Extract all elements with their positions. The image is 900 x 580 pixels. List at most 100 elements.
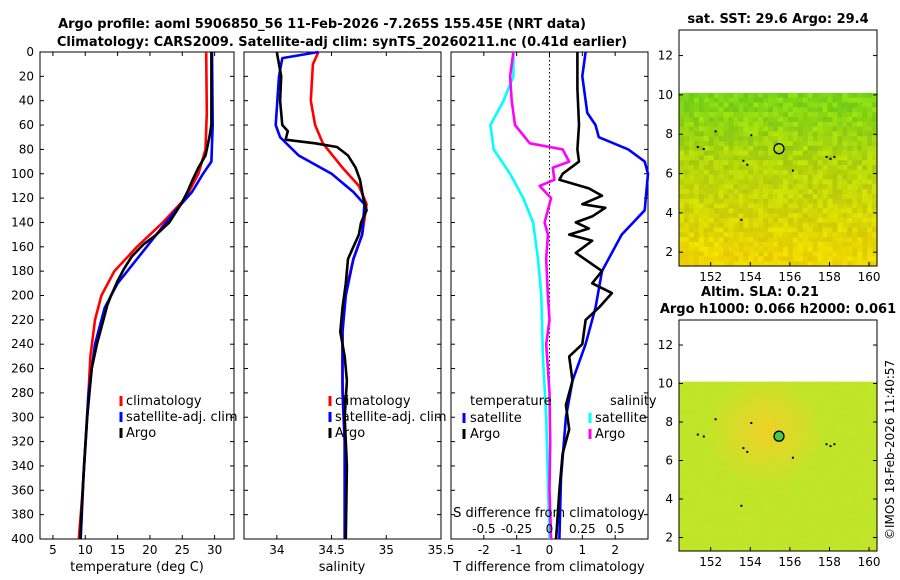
sla-map-cell xyxy=(723,438,730,444)
sst-map-cell xyxy=(822,169,829,176)
sst-map-cell xyxy=(822,92,829,99)
sst-map-cell xyxy=(797,237,804,243)
sst-map-cell xyxy=(778,97,784,104)
sla-map-cell xyxy=(698,527,705,533)
sla-map-cell xyxy=(768,409,774,416)
sst-map-cell xyxy=(862,160,868,166)
sst-map-cell xyxy=(703,184,710,190)
sst-map-cell xyxy=(787,241,794,248)
sst-map-cell xyxy=(698,227,705,233)
sla-map-cell xyxy=(698,536,705,543)
sst-map-cell xyxy=(837,193,843,200)
sla-map-cell xyxy=(703,494,710,500)
sla-map-cell xyxy=(802,503,809,510)
sst-map-cell xyxy=(748,155,754,161)
sst-map-cell xyxy=(679,112,685,118)
sla-map-cell xyxy=(782,480,789,486)
sla-map-cell xyxy=(723,428,730,434)
sst-map-cell xyxy=(713,174,720,181)
sla-map-cell xyxy=(763,442,769,449)
sst-map-cell xyxy=(827,165,834,171)
sla-map-cell xyxy=(852,485,858,491)
sla-map-cell xyxy=(822,513,829,519)
sst-map-cell xyxy=(768,237,774,243)
sla-map-cell xyxy=(718,527,725,533)
sla-map-cell xyxy=(723,409,730,416)
sla-map-cell xyxy=(743,480,749,486)
sla-map-cell xyxy=(703,386,710,392)
sst-map-cell xyxy=(812,237,819,243)
sst-map-cell xyxy=(857,246,863,253)
sla-map-cell xyxy=(703,456,710,463)
sst-map-cell xyxy=(748,227,754,233)
sla-map-cell xyxy=(743,452,749,458)
sla-map-cell xyxy=(792,466,799,472)
sst-map-cell xyxy=(862,261,868,267)
sst-map-cell xyxy=(743,237,749,243)
sst-map-cell xyxy=(797,193,804,200)
sla-map-cell xyxy=(792,438,799,444)
sla-map-cell xyxy=(773,423,779,430)
sla-map-cell xyxy=(847,532,853,538)
sst-map-cell xyxy=(827,256,834,262)
sst-map-cell xyxy=(679,213,685,219)
sla-map-cell xyxy=(728,527,735,533)
temperature-ytick-label: 100 xyxy=(11,167,34,181)
sla-map-cell xyxy=(743,485,749,491)
sla-map-cell xyxy=(723,536,730,543)
sst-map-cell xyxy=(763,121,769,128)
sst-map-cell xyxy=(817,116,824,123)
sla-map-cell xyxy=(827,513,834,519)
sst-map-cell xyxy=(698,116,705,123)
sla-map-cell xyxy=(728,475,735,482)
sla-map-cell xyxy=(698,386,705,392)
sst-map-cell xyxy=(688,145,695,152)
sla-map-cell xyxy=(723,466,730,472)
sla-map-cell xyxy=(792,428,799,434)
sla-map-cell xyxy=(773,466,779,472)
sla-map-cell xyxy=(688,522,695,529)
sst-map-cell xyxy=(792,208,799,214)
sst-map-cell xyxy=(822,107,829,113)
sla-map-cell xyxy=(842,471,848,477)
sst-map-cell xyxy=(807,213,814,219)
sla-map-cell xyxy=(708,508,715,514)
sst-map-cell xyxy=(698,193,705,200)
sla-map-cell xyxy=(748,522,754,529)
sla-map-cell xyxy=(857,405,863,411)
sla-map-cell xyxy=(693,541,700,547)
sst-map-cell xyxy=(812,160,819,166)
sst-map-cell xyxy=(738,136,744,142)
sla-map-cell xyxy=(708,442,715,449)
sla-map-cell xyxy=(837,447,843,453)
sla-map-title: Altim. SLA: 0.21 xyxy=(701,285,819,300)
sst-map-cell xyxy=(837,237,843,243)
sst-map-cell xyxy=(832,121,838,128)
sst-map-cell xyxy=(733,150,739,157)
sst-map-cell xyxy=(807,203,814,209)
sla-map-cell xyxy=(708,447,715,453)
sla-map-cell xyxy=(679,428,685,434)
sst-map-cell xyxy=(822,160,829,166)
sla-map-cell xyxy=(857,456,863,463)
sst-map-cell xyxy=(768,198,774,205)
sla-map-cell xyxy=(703,485,710,491)
sst-map-cell xyxy=(718,227,725,233)
sst-map-cell xyxy=(812,150,819,157)
sla-map-cell xyxy=(847,433,853,439)
sla-map-cell xyxy=(832,381,838,387)
sst-map-cell xyxy=(852,203,858,209)
sst-map-cell xyxy=(683,160,690,166)
sst-map-cell xyxy=(872,97,878,104)
sst-map-cell xyxy=(857,222,863,229)
sla-map-cell xyxy=(718,471,725,477)
sla-map-cell xyxy=(773,494,779,500)
sla-map-cell xyxy=(782,489,789,496)
sla-map-cell xyxy=(748,513,754,519)
sla-map-cell xyxy=(842,442,848,449)
sla-map-cell xyxy=(753,485,759,491)
sla-map-cell xyxy=(723,400,730,406)
sst-map-cell xyxy=(807,222,814,229)
sla-map-cell xyxy=(857,466,863,472)
sla-map-cell xyxy=(728,433,735,439)
